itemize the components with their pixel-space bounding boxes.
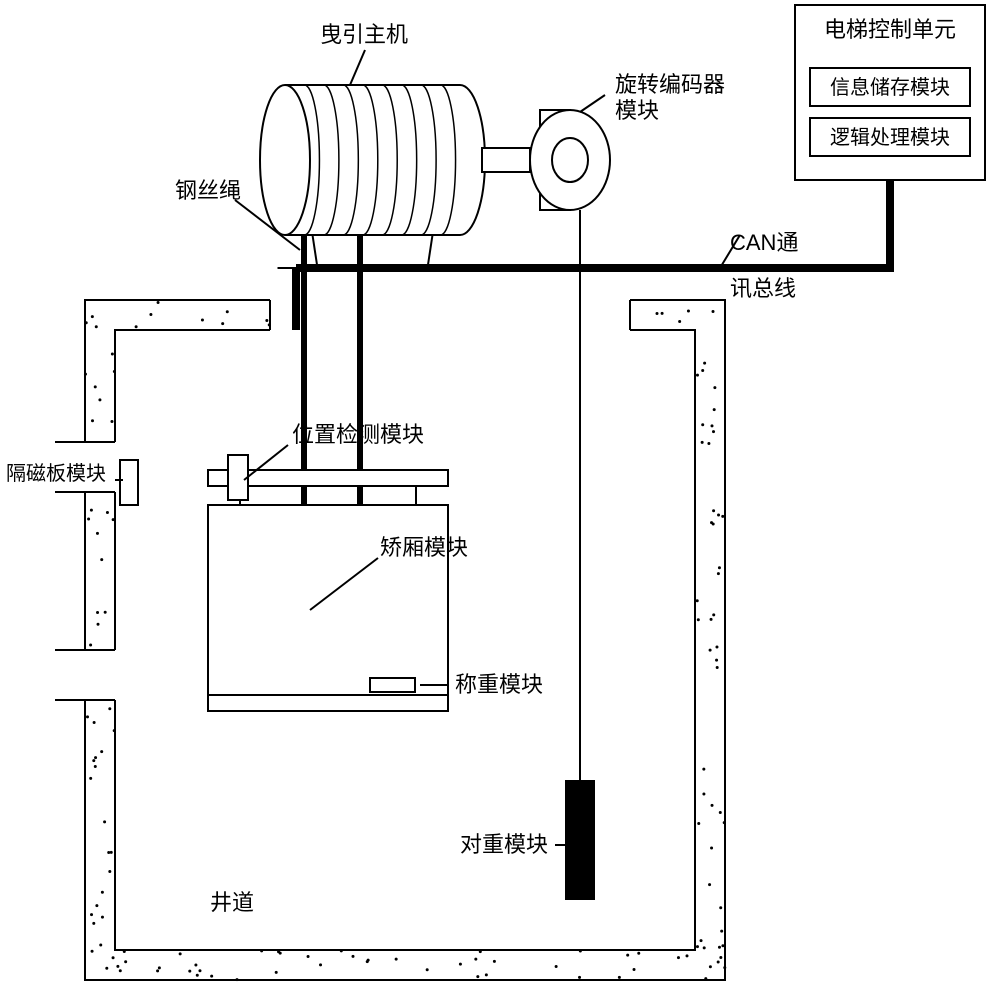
shaft-label: 井道: [210, 890, 254, 915]
counterweight-label: 对重模块: [460, 832, 548, 857]
info-storage-label: 信息储存模块: [830, 76, 950, 99]
position-detect-label: 位置检测模块: [292, 422, 424, 447]
magnetic-shield-module: [120, 460, 138, 505]
magnetic-shield-label: 隔磁板模块: [6, 462, 106, 485]
leader-motor: [350, 50, 365, 85]
rotary-encoder-label-2: 模块: [615, 98, 659, 123]
rotary-encoder-label-1: 旋转编码器: [615, 72, 725, 97]
car-frame-bottom: [208, 695, 448, 711]
car-module-label: 矫厢模块: [380, 535, 468, 560]
can-bus-label-2: 讯总线: [730, 276, 796, 301]
leader-encoder: [580, 95, 605, 112]
logic-process-label: 逻辑处理模块: [830, 126, 950, 149]
weigh-module: [370, 678, 415, 692]
traction-motor-label: 曳引主机: [320, 22, 408, 47]
car-body: [208, 505, 448, 695]
position-detect-module: [228, 455, 248, 500]
motor-end-left: [260, 85, 310, 235]
can-bus-label-1: CAN通: [730, 230, 798, 255]
motor-grooves: [304, 85, 455, 235]
steel-rope-label: 钢丝绳: [175, 178, 241, 203]
control-unit-title: 电梯控制单元: [824, 17, 956, 42]
motor-shaft: [482, 148, 530, 172]
counterweight-module: [565, 780, 595, 900]
weigh-module-label: 称重模块: [455, 672, 543, 697]
